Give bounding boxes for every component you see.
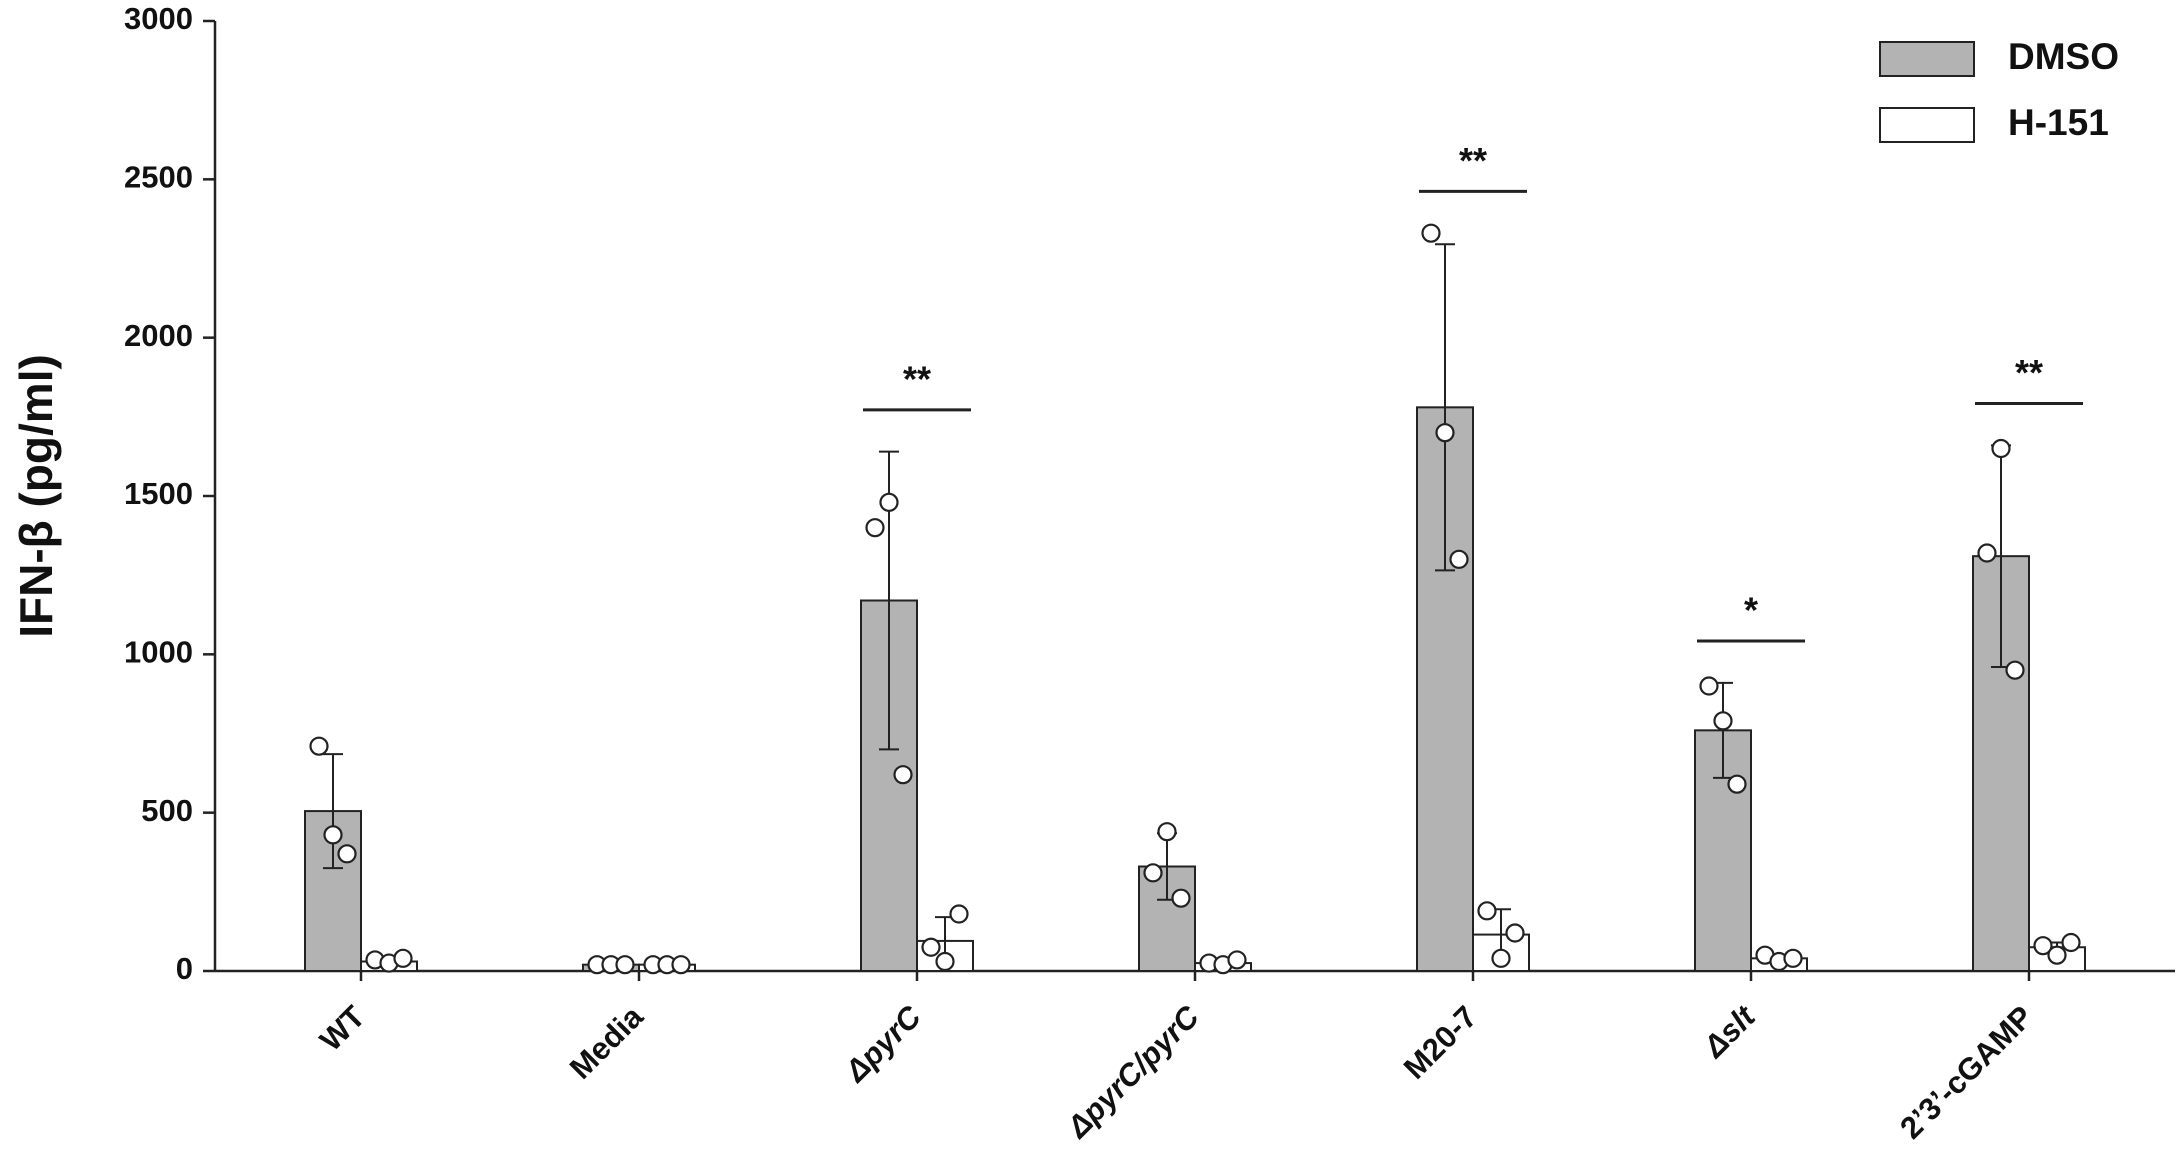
y-tick-label: 0 (176, 951, 193, 986)
data-point (1699, 676, 1719, 696)
y-tick-label: 3000 (124, 1, 193, 36)
legend-swatch (1879, 107, 1975, 143)
legend-label: DMSO (2008, 36, 2119, 77)
significance-label: ** (1459, 140, 1487, 181)
data-point (921, 937, 941, 957)
data-point (1491, 948, 1511, 968)
data-point (1991, 438, 2011, 459)
data-point (1477, 901, 1497, 921)
data-point (1171, 888, 1191, 908)
data-point (615, 955, 635, 975)
x-tick-label: Δslt (1696, 998, 1763, 1065)
x-tick-label: ΔpyrC (838, 999, 929, 1090)
x-tick-label: Media (563, 998, 650, 1085)
x-tick-label: 2’3’-cGAMP (1893, 999, 2040, 1146)
data-point (1727, 774, 1747, 794)
data-point (309, 736, 329, 756)
data-point (2005, 660, 2025, 680)
data-point (323, 825, 343, 845)
significance-label: * (1744, 590, 1758, 631)
data-point (935, 951, 955, 972)
y-tick-label: 500 (141, 793, 193, 828)
data-point (1143, 863, 1163, 883)
data-point (1157, 822, 1177, 842)
data-point (1227, 950, 1247, 970)
data-point (949, 904, 969, 924)
significance-label: ** (2015, 352, 2043, 393)
y-tick-label: 1000 (124, 635, 193, 670)
data-point (865, 518, 885, 538)
data-point (1449, 549, 1469, 569)
data-point (1783, 948, 1803, 968)
legend-label: H-151 (2008, 102, 2109, 143)
x-tick-label: ΔpyrC/pyrC (1060, 999, 1207, 1146)
data-point (1505, 923, 1525, 943)
data-point (1435, 423, 1455, 443)
data-point (337, 844, 357, 864)
y-axis-label: IFN-β (pg/ml) (10, 354, 62, 638)
x-tick-label: M20-7 (1397, 999, 1484, 1086)
data-point (1977, 543, 1997, 563)
data-point (2033, 936, 2053, 956)
significance-label: ** (903, 358, 931, 399)
data-point (879, 492, 899, 512)
x-tick-label: WT (313, 999, 372, 1058)
data-point (2047, 945, 2067, 965)
data-point (671, 955, 691, 975)
data-point (1421, 223, 1441, 243)
data-point (1713, 711, 1733, 731)
y-tick-label: 1500 (124, 476, 193, 511)
data-point (2061, 932, 2081, 953)
y-tick-label: 2000 (124, 318, 193, 353)
data-point (393, 948, 413, 968)
legend-swatch (1879, 41, 1975, 77)
data-point (893, 765, 913, 785)
y-tick-label: 2500 (124, 160, 193, 195)
